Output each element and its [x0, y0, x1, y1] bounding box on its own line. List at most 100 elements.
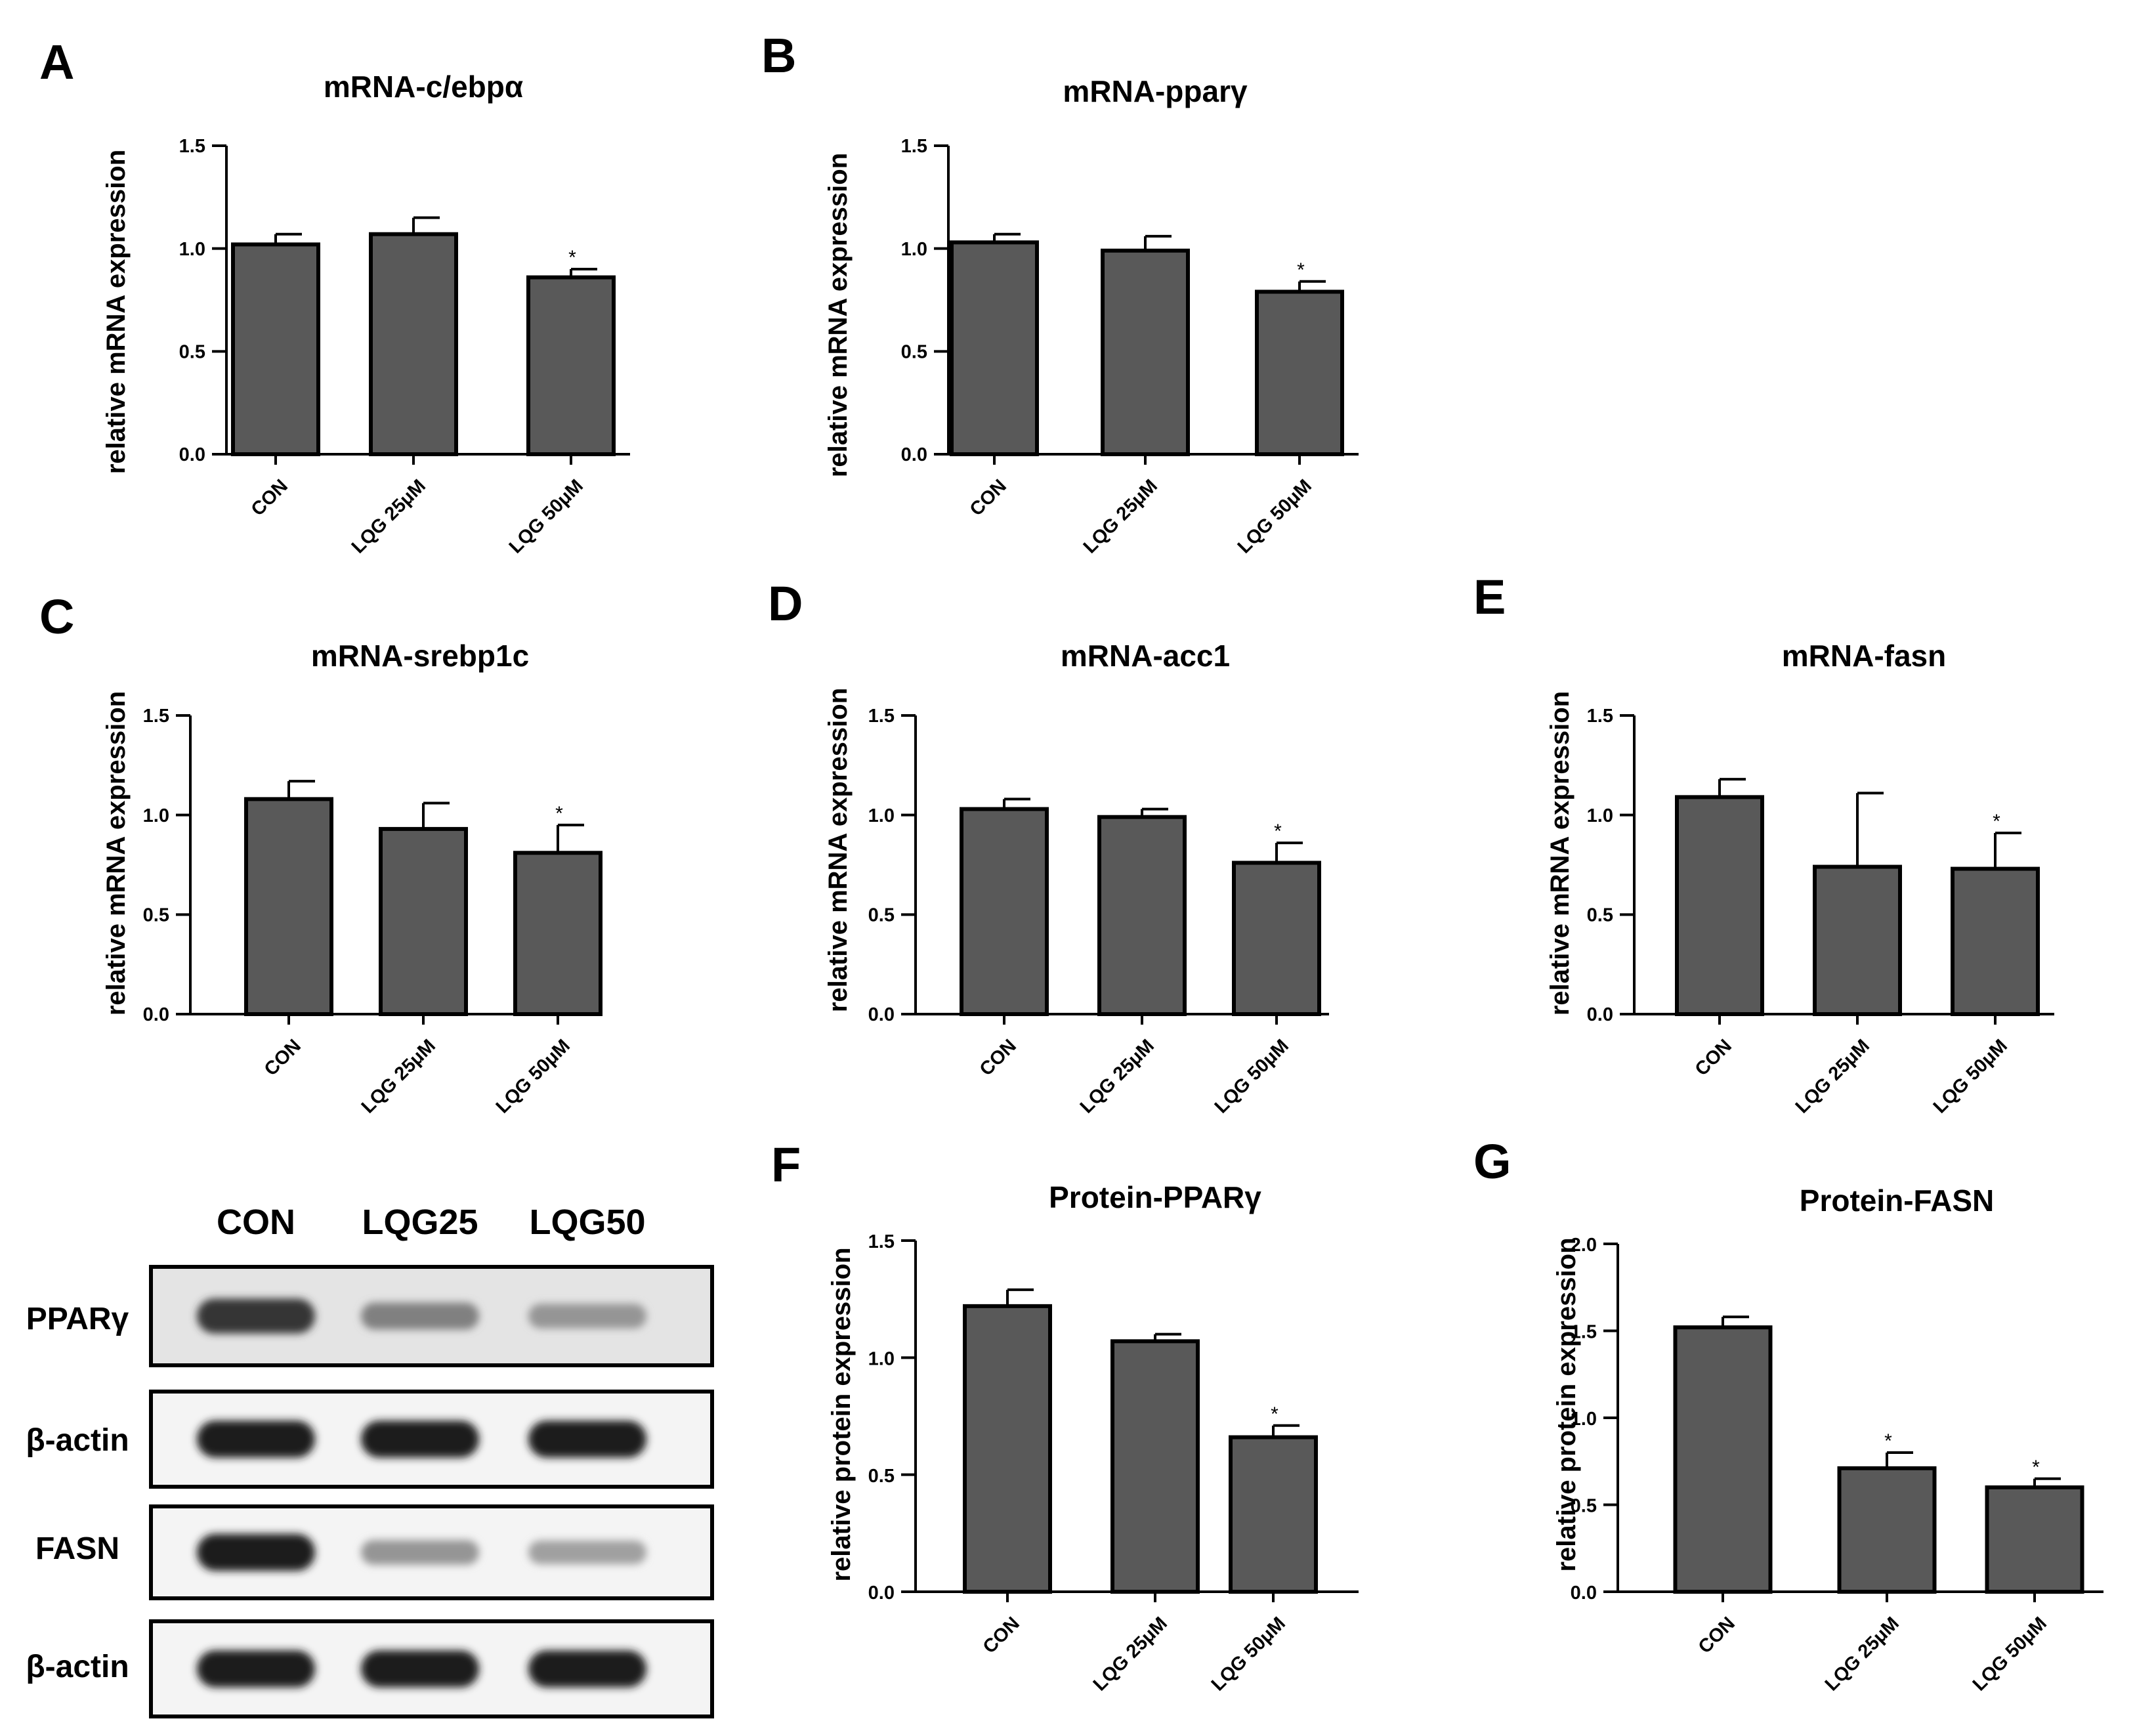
x-tick-label: CON — [261, 1035, 305, 1080]
x-tick-label: LQG 25μM — [1821, 1613, 1903, 1695]
y-tick-label: 0.5 — [143, 905, 169, 926]
chart-title: mRNA-c/ebpα — [324, 70, 523, 104]
bar — [379, 826, 468, 1017]
bar — [1229, 1435, 1318, 1594]
panel-letter: A — [39, 35, 74, 89]
blot-band — [197, 1420, 315, 1458]
y-tick-label: 1.0 — [143, 805, 169, 826]
x-tick-label: CON — [1695, 1613, 1739, 1657]
y-tick-label: 1.0 — [179, 239, 205, 260]
y-axis-label: relative protein expression — [827, 1247, 856, 1581]
blot-row-label: β-actin — [26, 1650, 129, 1684]
chart-title: mRNA-acc1 — [1061, 639, 1230, 673]
y-tick-label: 1.0 — [1587, 805, 1613, 826]
bar — [1101, 248, 1190, 456]
x-tick-label: LQG 25μM — [348, 475, 430, 557]
bar — [1675, 795, 1764, 1017]
y-axis-label: relative mRNA expression — [1546, 691, 1575, 1015]
y-tick-label: 0.5 — [868, 1466, 895, 1487]
blot-row-label: PPARγ — [26, 1302, 129, 1336]
x-tick-label: LQG 50μM — [1208, 1613, 1290, 1695]
x-tick-label: LQG 50μM — [1234, 475, 1316, 557]
blot-lane-label: LQG25 — [362, 1203, 478, 1242]
chart-title: Protein-FASN — [1800, 1183, 1994, 1218]
x-tick-label: LQG 50μM — [1969, 1613, 2051, 1695]
y-tick-label: 1.5 — [868, 706, 895, 727]
y-tick-label: 1.5 — [143, 706, 169, 727]
chart-panel-f: F Protein-PPARγ relative protein expressio… — [771, 1138, 1359, 1695]
bar — [369, 232, 458, 456]
y-tick-label: 0.0 — [868, 1004, 895, 1025]
significance-marker: * — [568, 247, 576, 268]
blot-band — [528, 1650, 646, 1688]
x-tick-label: LQG 50μM — [1211, 1035, 1293, 1117]
x-tick-label: LQG 25μM — [1080, 475, 1162, 557]
y-axis-label: relative mRNA expression — [824, 688, 853, 1012]
significance-marker: * — [1993, 811, 2000, 832]
y-tick-label: 0.5 — [868, 905, 895, 926]
y-axis-label: relative mRNA expression — [824, 153, 853, 477]
western-blot-panel: CON LQG25 LQG50 PPARγ β-actin FASN β-actin — [26, 1203, 714, 1718]
panel-letter: G — [1473, 1134, 1511, 1189]
y-tick-label: 1.0 — [1571, 1409, 1597, 1430]
chart-title: mRNA-srebp1c — [311, 639, 529, 673]
blot-band — [528, 1420, 646, 1458]
significance-marker: * — [1271, 1403, 1279, 1425]
y-tick-label: 0.0 — [143, 1004, 169, 1025]
y-tick-label: 0.5 — [179, 341, 205, 362]
bar — [244, 797, 333, 1017]
y-tick-label: 1.5 — [1587, 706, 1613, 727]
panel-letter: D — [768, 576, 803, 631]
y-tick-label: 2.0 — [1571, 1235, 1597, 1256]
x-tick-label: CON — [976, 1035, 1021, 1080]
y-axis-label: relative mRNA expression — [102, 150, 131, 474]
bar — [1232, 861, 1321, 1017]
y-tick-label: 0.0 — [868, 1583, 895, 1604]
chart-title: Protein-PPARγ — [1049, 1180, 1261, 1214]
significance-marker: * — [1274, 820, 1282, 842]
bar — [1985, 1485, 2084, 1594]
bar — [1951, 866, 2040, 1016]
y-tick-label: 0.5 — [1571, 1496, 1597, 1517]
y-tick-label: 1.0 — [868, 805, 895, 826]
x-tick-label: LQG 25μM — [358, 1035, 440, 1117]
x-tick-label: LQG 50μM — [505, 475, 587, 557]
blot-row-label: FASN — [35, 1531, 119, 1566]
bar — [960, 807, 1049, 1016]
y-tick-label: 0.5 — [901, 341, 927, 362]
blot-band — [528, 1304, 646, 1329]
chart-title: mRNA-pparγ — [1063, 74, 1248, 108]
blot-band — [361, 1420, 479, 1458]
bar — [231, 242, 320, 456]
y-axis-label: relative protein expression — [1552, 1237, 1581, 1571]
y-tick-label: 0.0 — [1571, 1583, 1597, 1604]
y-tick-label: 0.0 — [1587, 1004, 1613, 1025]
x-tick-label: LQG 50μM — [492, 1035, 574, 1117]
x-tick-label: LQG 25μM — [1089, 1613, 1172, 1695]
y-tick-label: 1.5 — [179, 136, 205, 157]
blot-band — [361, 1302, 479, 1330]
y-tick-label: 1.5 — [1571, 1322, 1597, 1343]
x-tick-label: LQG 25μM — [1076, 1035, 1158, 1117]
blot-lane-label: LQG50 — [529, 1203, 645, 1242]
bar — [1110, 1339, 1200, 1594]
y-tick-label: 0.0 — [179, 444, 205, 465]
bar — [1673, 1325, 1773, 1594]
blot-band — [361, 1650, 479, 1688]
panel-letter: B — [761, 28, 796, 83]
blot-band — [197, 1650, 315, 1688]
blot-row-label: β-actin — [26, 1423, 129, 1458]
bar — [1097, 815, 1187, 1016]
blot-band — [361, 1540, 479, 1565]
bar — [1255, 289, 1344, 457]
blot-row: β-actin — [26, 1390, 714, 1489]
y-tick-label: 0.0 — [901, 444, 927, 465]
blot-row: β-actin — [26, 1619, 714, 1718]
x-tick-label: CON — [966, 475, 1011, 520]
bar — [526, 275, 616, 456]
y-axis-label: relative mRNA expression — [102, 691, 131, 1015]
blot-band — [197, 1533, 315, 1571]
blot-lane-label: CON — [217, 1203, 295, 1242]
